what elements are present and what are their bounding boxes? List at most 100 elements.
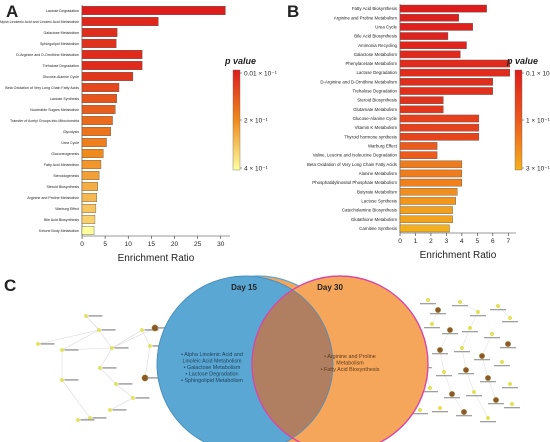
chart-b-bar [399, 206, 453, 214]
network-left-edge [37, 329, 100, 345]
chart-a-x-tick-label: 10 [125, 241, 133, 248]
network-left-edge [98, 329, 113, 349]
chart-a-bar [81, 226, 95, 235]
network-left-edge [111, 327, 156, 349]
network-right-node-label [458, 373, 474, 375]
network-left-edge [61, 329, 100, 351]
network-right-node [510, 402, 514, 406]
network-right-node-label [420, 303, 436, 305]
network-right-node [486, 416, 490, 420]
network-right-node-label [470, 315, 486, 317]
chart-b-category-label: Thyroid hormone synthesis [344, 134, 398, 139]
network-left-edge [115, 383, 134, 399]
network-left-edge [141, 329, 151, 347]
venn-right-item: Metabolism [336, 361, 364, 367]
chart-b-bar [399, 133, 480, 141]
network-right-node-label [454, 351, 470, 353]
venn-left-item: • Lactose Degradation [185, 372, 238, 378]
chart-a: Lactose Degradation Alpha Linolenic Acid … [0, 5, 230, 264]
network-right-hub-node [485, 375, 491, 381]
chart-b-category-label: Steroid Biosynthesis [357, 98, 398, 103]
chart-b-legend-label: 3 × 10⁻¹ [526, 166, 550, 173]
network-right-hub-node [505, 341, 511, 347]
network-right-node-label [504, 407, 520, 409]
chart-a-category-label: Warburg Effect [55, 207, 79, 211]
chart-a-legend-label: 4 × 10⁻¹ [244, 166, 269, 173]
network-left-node [36, 342, 40, 346]
chart-a-category-label: Trehalose Degradation [43, 64, 79, 68]
network-left-edge [85, 315, 100, 331]
chart-a-bar [81, 83, 120, 92]
chart-a-category-label: Ketone Body Metabolism [39, 229, 79, 233]
chart-a-x-tick-label: 15 [148, 241, 156, 248]
network-left-node [114, 382, 118, 386]
chart-b-bar [399, 197, 456, 205]
chart-a-bar [81, 215, 96, 224]
network-right-node-label [502, 321, 518, 323]
chart-a-category-label: Gluconeogenesis [51, 152, 79, 156]
venn-right-item: • Arginine and Proline [324, 354, 376, 360]
network-right-hub-node [463, 367, 469, 373]
network-left-node [97, 328, 101, 332]
chart-b-category-label: Urea Cycle [375, 24, 397, 29]
chart-b-bar [399, 50, 461, 59]
network-left-edge [61, 379, 91, 419]
network-right-node-label [424, 327, 440, 329]
chart-b-bar [399, 215, 453, 224]
chart-a-bar [81, 116, 113, 125]
network-right-node-label [462, 331, 478, 333]
chart-b-bar [399, 105, 444, 114]
chart-a-category-label: Transfer of Acetyl Groups into Mitochond… [10, 119, 79, 123]
chart-b-bar [399, 4, 487, 13]
network-left-edge [99, 367, 117, 385]
network-left-node-label [40, 343, 55, 345]
network-right-node [508, 382, 512, 386]
network-right-node [418, 408, 422, 412]
network-left-node-label [147, 377, 162, 379]
venn-left-outline [156, 275, 334, 442]
network-left-node-label [64, 349, 79, 351]
network-left-node-label [114, 347, 129, 349]
chart-b-x-tick-label: 6 [491, 238, 495, 245]
network-left-edge [111, 329, 143, 349]
chart-b-x-tick-label: 2 [429, 238, 433, 245]
network-right-hub-node [447, 327, 453, 333]
network-left [36, 314, 172, 422]
chart-a-bar [81, 160, 102, 169]
chart-a-bar [81, 50, 143, 59]
chart-b-x-tick-label: 1 [414, 238, 418, 245]
network-right-node-label [452, 305, 468, 307]
network-left-hub-node [141, 374, 149, 382]
chart-a-category-label: Steroid Biosynthesis [46, 185, 79, 189]
chart-b-category-label: Bile Acid Biosynthesis [354, 34, 398, 39]
network-right-hub-node [437, 347, 443, 353]
chart-b-category-label: Fatty Acid Biosynthesis [352, 6, 398, 11]
chart-b-category-label: Trehalose Degradation [352, 89, 397, 94]
chart-a-category-label: Bile Acid Biosynthesis [44, 218, 79, 222]
chart-b-bar [399, 23, 473, 31]
chart-a-legend-label: 0.01 × 10⁻¹ [244, 71, 278, 78]
network-left-edge [99, 347, 113, 369]
chart-b-bar [399, 142, 438, 150]
network-right-node-label [456, 415, 472, 417]
chart-b-bar [399, 41, 467, 49]
network-right-node-label [444, 397, 460, 399]
chart-a-category-label: Alpha Linolenic Acid and Linoleic Acid M… [0, 20, 79, 24]
chart-b-x-tick-label: 0 [398, 238, 402, 245]
chart-b-category-label: Lactose Degradation [356, 70, 397, 75]
network-right-node [472, 390, 476, 394]
chart-b-category-label: Warburg Effect [368, 144, 398, 149]
chart-a-x-tick-label: 30 [217, 241, 225, 248]
network-left-edge [77, 417, 91, 421]
chart-b-category-label: Butyrate Metabolism [357, 189, 397, 194]
network-right-node-label [480, 381, 496, 383]
chart-b-category-label: Glucose-Alanine Cycle [353, 116, 398, 121]
legend-b: p value 0.1 × 10⁻¹ 1 × 10⁻¹ 3 × 10⁻¹ [506, 56, 550, 173]
chart-a-bar [81, 127, 111, 136]
network-right-node-label [500, 347, 516, 349]
network-left-node [140, 328, 144, 332]
chart-b-legend-title: p value [506, 56, 538, 66]
network-right-hub-node [435, 307, 441, 313]
chart-a-bar [81, 182, 98, 191]
